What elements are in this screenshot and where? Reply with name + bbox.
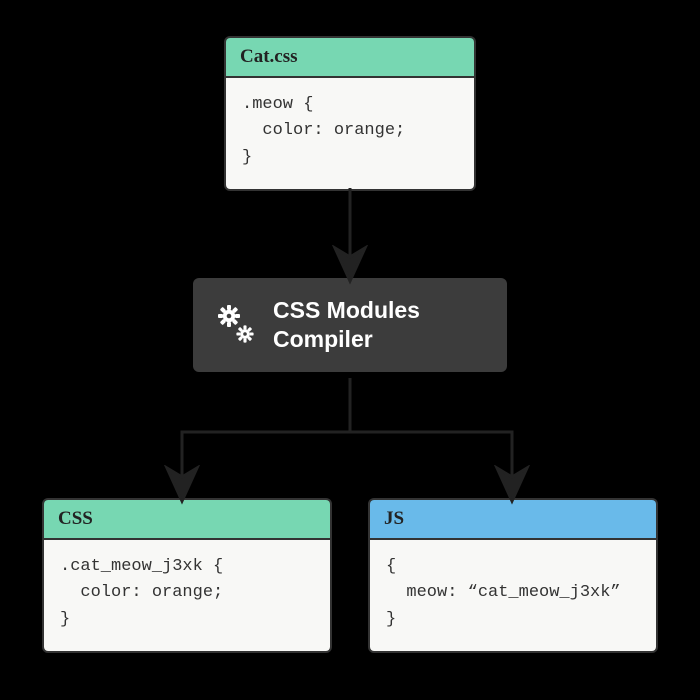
arrow-compiler-to-outputs xyxy=(0,0,700,700)
